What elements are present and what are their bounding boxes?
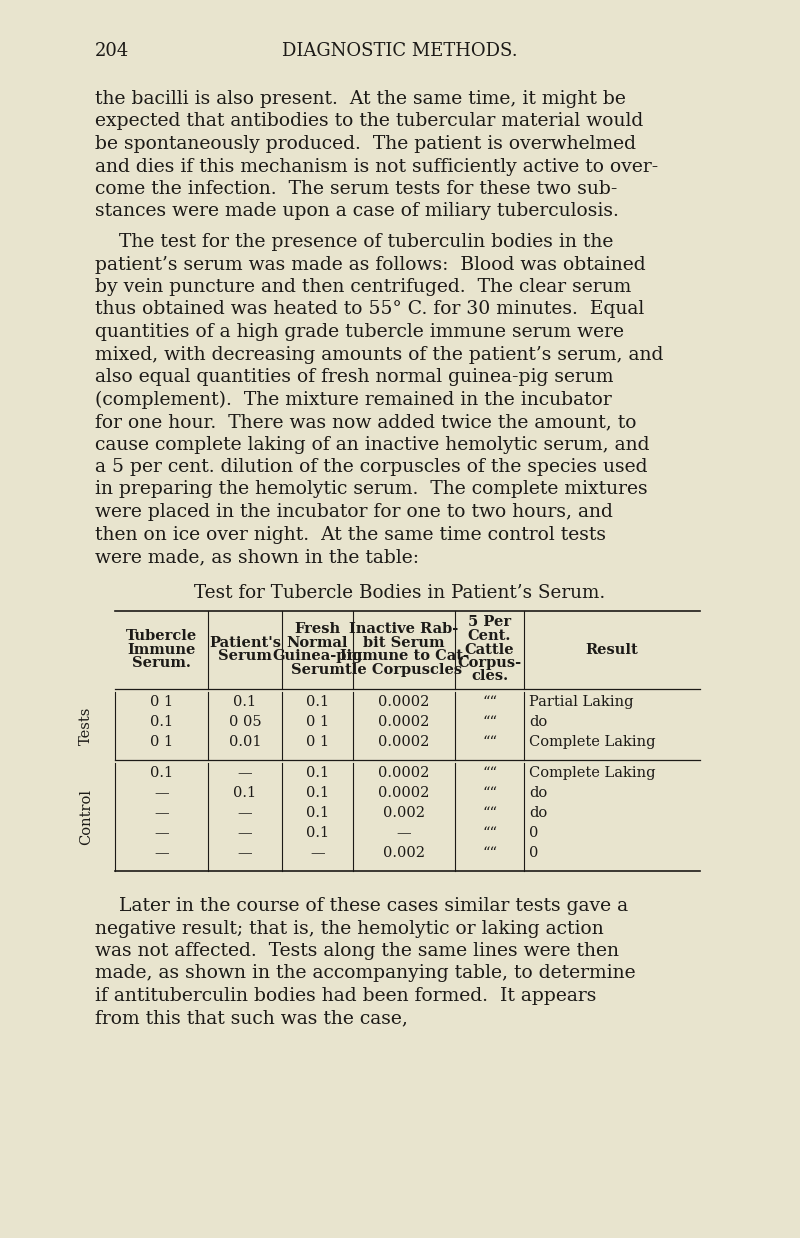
Text: —: —	[238, 826, 252, 841]
Text: ““: ““	[482, 766, 497, 780]
Text: quantities of a high grade tubercle immune serum were: quantities of a high grade tubercle immu…	[95, 323, 624, 340]
Text: Corpus-: Corpus-	[458, 656, 522, 670]
Text: DIAGNOSTIC METHODS.: DIAGNOSTIC METHODS.	[282, 42, 518, 59]
Text: 0.1: 0.1	[306, 806, 329, 820]
Text: in preparing the hemolytic serum.  The complete mixtures: in preparing the hemolytic serum. The co…	[95, 480, 648, 499]
Text: Control: Control	[79, 789, 93, 846]
Text: 0.1: 0.1	[306, 695, 329, 709]
Text: 0 05: 0 05	[229, 716, 262, 729]
Text: ““: ““	[482, 846, 497, 860]
Text: if antituberculin bodies had been formed.  It appears: if antituberculin bodies had been formed…	[95, 987, 596, 1005]
Text: Partial Laking: Partial Laking	[529, 695, 634, 709]
Text: 0.1: 0.1	[150, 716, 173, 729]
Text: 0.1: 0.1	[234, 786, 257, 800]
Text: —: —	[310, 846, 325, 860]
Text: 0.0002: 0.0002	[378, 735, 430, 749]
Text: by vein puncture and then centrifuged.  The clear serum: by vein puncture and then centrifuged. T…	[95, 279, 631, 296]
Text: Immune: Immune	[127, 643, 196, 656]
Text: were made, as shown in the table:: were made, as shown in the table:	[95, 548, 419, 566]
Text: 0 1: 0 1	[150, 695, 173, 709]
Text: also equal quantities of fresh normal guinea-pig serum: also equal quantities of fresh normal gu…	[95, 368, 614, 386]
Text: ““: ““	[482, 716, 497, 729]
Text: 0.1: 0.1	[306, 766, 329, 780]
Text: cles.: cles.	[471, 670, 508, 683]
Text: 0.002: 0.002	[383, 806, 425, 820]
Text: 0 1: 0 1	[306, 716, 329, 729]
Text: Result: Result	[586, 643, 638, 656]
Text: the bacilli is also present.  At the same time, it might be: the bacilli is also present. At the same…	[95, 90, 626, 108]
Text: do: do	[529, 806, 547, 820]
Text: —: —	[238, 766, 252, 780]
Text: patient’s serum was made as follows:  Blood was obtained: patient’s serum was made as follows: Blo…	[95, 255, 646, 274]
Text: Complete Laking: Complete Laking	[529, 766, 655, 780]
Text: a 5 per cent. dilution of the corpuscles of the species used: a 5 per cent. dilution of the corpuscles…	[95, 458, 647, 475]
Text: 0.01: 0.01	[229, 735, 262, 749]
Text: expected that antibodies to the tubercular material would: expected that antibodies to the tubercul…	[95, 113, 643, 130]
Text: 0.1: 0.1	[234, 695, 257, 709]
Text: Tubercle: Tubercle	[126, 629, 197, 643]
Text: made, as shown in the accompanying table, to determine: made, as shown in the accompanying table…	[95, 964, 636, 983]
Text: were placed in the incubator for one to two hours, and: were placed in the incubator for one to …	[95, 503, 613, 521]
Text: 204: 204	[95, 42, 130, 59]
Text: come the infection.  The serum tests for these two sub-: come the infection. The serum tests for …	[95, 180, 618, 198]
Text: —: —	[238, 806, 252, 820]
Text: —: —	[397, 826, 411, 841]
Text: 0.0002: 0.0002	[378, 695, 430, 709]
Text: and dies if this mechanism is not sufficiently active to over-: and dies if this mechanism is not suffic…	[95, 157, 658, 176]
Text: —: —	[238, 846, 252, 860]
Text: Later in the course of these cases similar tests gave a: Later in the course of these cases simil…	[95, 898, 628, 915]
Text: 0.0002: 0.0002	[378, 766, 430, 780]
Text: Complete Laking: Complete Laking	[529, 735, 655, 749]
Text: cause complete laking of an inactive hemolytic serum, and: cause complete laking of an inactive hem…	[95, 436, 650, 453]
Text: ““: ““	[482, 735, 497, 749]
Text: tle Corpuscles: tle Corpuscles	[346, 662, 462, 677]
Text: Guinea-pig: Guinea-pig	[272, 649, 362, 664]
Text: 0.002: 0.002	[383, 846, 425, 860]
Text: bit Serum: bit Serum	[363, 636, 445, 650]
Text: Normal: Normal	[286, 636, 348, 650]
Text: from this that such was the case,: from this that such was the case,	[95, 1009, 408, 1028]
Text: 0.0002: 0.0002	[378, 716, 430, 729]
Text: Test for Tubercle Bodies in Patient’s Serum.: Test for Tubercle Bodies in Patient’s Se…	[194, 584, 606, 603]
Text: —: —	[154, 806, 169, 820]
Text: 5 Per: 5 Per	[468, 615, 511, 629]
Text: 0.0002: 0.0002	[378, 786, 430, 800]
Text: do: do	[529, 716, 547, 729]
Text: Cent.: Cent.	[468, 629, 511, 643]
Text: 0.1: 0.1	[306, 826, 329, 841]
Text: ““: ““	[482, 786, 497, 800]
Text: 0 1: 0 1	[150, 735, 173, 749]
Text: Serum: Serum	[218, 649, 272, 664]
Text: 0.1: 0.1	[306, 786, 329, 800]
Text: was not affected.  Tests along the same lines were then: was not affected. Tests along the same l…	[95, 942, 619, 959]
Text: The test for the presence of tuberculin bodies in the: The test for the presence of tuberculin …	[95, 233, 614, 251]
Text: 0: 0	[529, 826, 538, 841]
Text: ““: ““	[482, 826, 497, 841]
Text: then on ice over night.  At the same time control tests: then on ice over night. At the same time…	[95, 525, 606, 543]
Text: —: —	[154, 846, 169, 860]
Text: 0: 0	[529, 846, 538, 860]
Text: be spontaneously produced.  The patient is overwhelmed: be spontaneously produced. The patient i…	[95, 135, 636, 154]
Text: —: —	[154, 786, 169, 800]
Text: (complement).  The mixture remained in the incubator: (complement). The mixture remained in th…	[95, 390, 612, 409]
Text: ““: ““	[482, 695, 497, 709]
Text: Patient's: Patient's	[209, 636, 281, 650]
Text: Fresh: Fresh	[294, 623, 341, 636]
Text: mixed, with decreasing amounts of the patient’s serum, and: mixed, with decreasing amounts of the pa…	[95, 345, 663, 364]
Text: Cattle: Cattle	[465, 643, 514, 656]
Text: ““: ““	[482, 806, 497, 820]
Text: Immune to Cat-: Immune to Cat-	[339, 649, 469, 664]
Text: Tests: Tests	[79, 707, 93, 745]
Text: negative result; that is, the hemolytic or laking action: negative result; that is, the hemolytic …	[95, 920, 604, 937]
Text: Serum: Serum	[290, 662, 345, 677]
Text: 0.1: 0.1	[150, 766, 173, 780]
Text: do: do	[529, 786, 547, 800]
Text: 0 1: 0 1	[306, 735, 329, 749]
Text: stances were made upon a case of miliary tuberculosis.: stances were made upon a case of miliary…	[95, 203, 619, 220]
Text: thus obtained was heated to 55° C. for 30 minutes.  Equal: thus obtained was heated to 55° C. for 3…	[95, 301, 644, 318]
Text: for one hour.  There was now added twice the amount, to: for one hour. There was now added twice …	[95, 413, 637, 431]
Text: Inactive Rab-: Inactive Rab-	[350, 623, 458, 636]
Text: Serum.: Serum.	[132, 656, 191, 670]
Text: —: —	[154, 826, 169, 841]
